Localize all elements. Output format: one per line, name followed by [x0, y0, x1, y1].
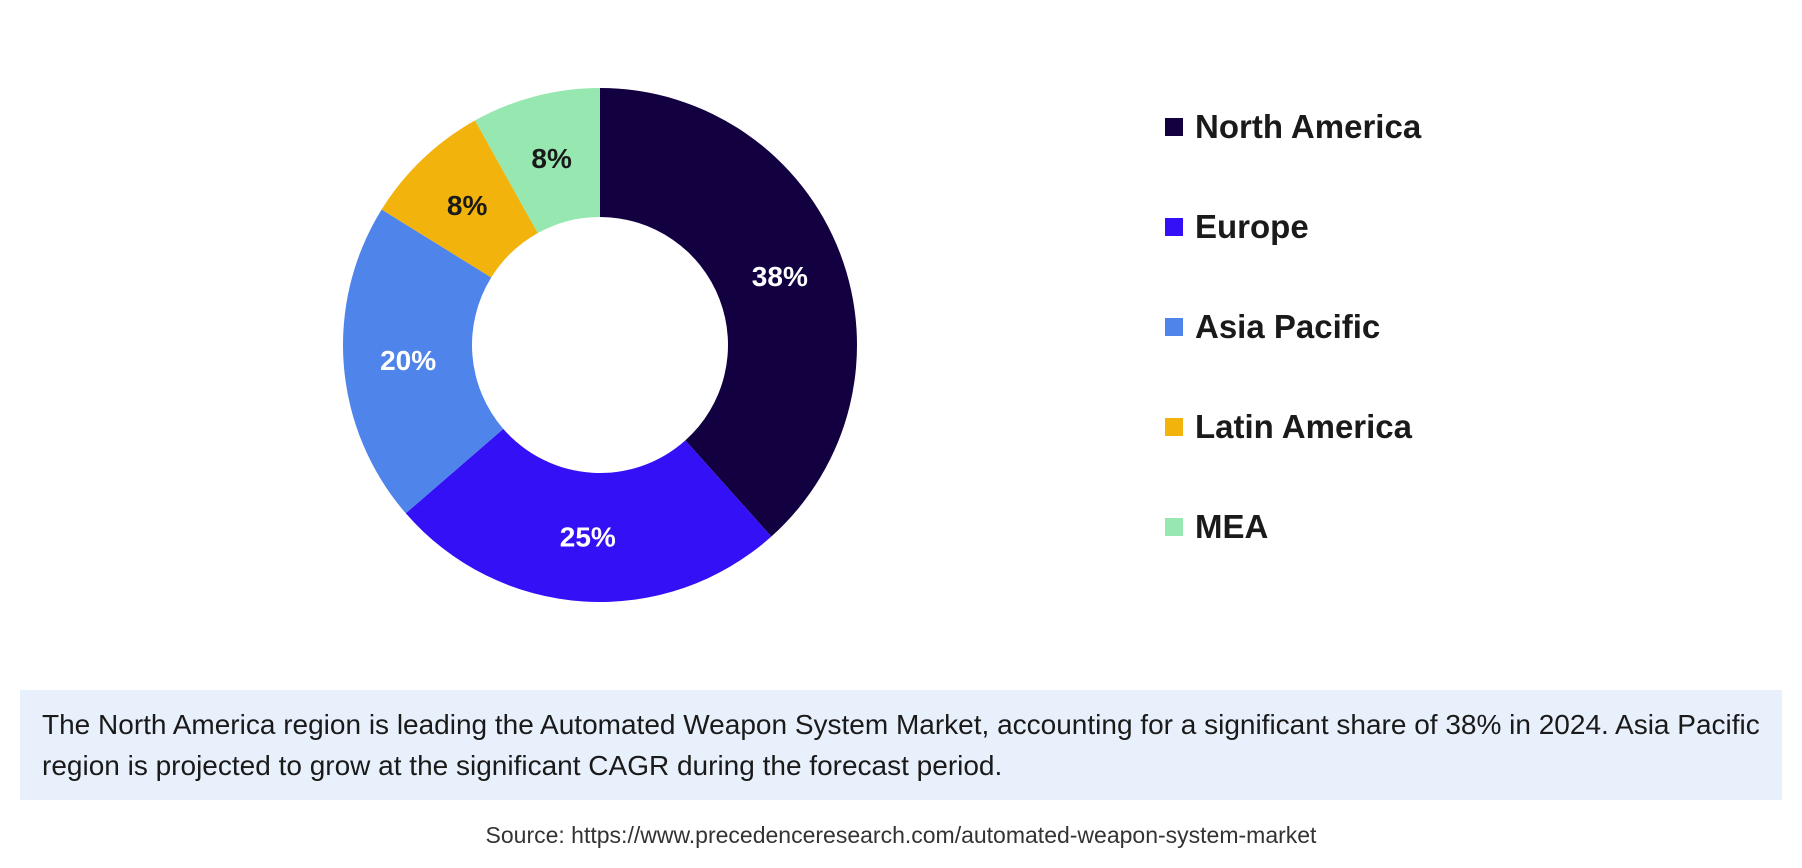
chart-area: 38% 25% 20% 8% 8% North America Europe Asia Pa…: [343, 88, 1421, 602]
chart-legend: North America Europe Asia Pacific Latin Ame…: [1165, 100, 1421, 600]
slice-europe: [405, 428, 772, 602]
slice-label-asia-pacific: 20%: [380, 345, 436, 376]
slice-asia-pacific: [343, 209, 504, 514]
legend-item-europe: Europe: [1165, 200, 1421, 254]
slice-label-europe: 25%: [560, 522, 616, 553]
legend-label: Asia Pacific: [1195, 308, 1381, 345]
legend-item-mea: MEA: [1165, 500, 1421, 554]
legend-swatch: [1165, 418, 1183, 436]
legend-label: Latin America: [1195, 408, 1413, 445]
slice-north-america: [600, 88, 857, 537]
legend-swatch: [1165, 218, 1183, 236]
legend-swatch: [1165, 518, 1183, 536]
legend-label: MEA: [1195, 508, 1269, 545]
legend-label: Europe: [1195, 208, 1309, 245]
source-text: Source: https://www.precedenceresearch.c…: [485, 822, 1317, 848]
legend-swatch: [1165, 118, 1183, 136]
description-text: The North America region is leading the …: [42, 709, 1760, 781]
slice-mea: [475, 88, 600, 234]
description-box: The North America region is leading the …: [20, 690, 1782, 800]
legend-item-asia-pacific: Asia Pacific: [1165, 300, 1421, 354]
legend-item-north-america: North America: [1165, 100, 1421, 154]
legend-label: North America: [1195, 108, 1422, 145]
legend-swatch: [1165, 318, 1183, 336]
slice-label-latin-america: 8%: [447, 190, 488, 221]
legend-item-latin-america: Latin America: [1165, 400, 1421, 454]
slice-label-mea: 8%: [531, 143, 572, 174]
donut-chart: 38% 25% 20% 8% 8%: [343, 88, 857, 602]
slice-label-north-america: 38%: [752, 261, 808, 292]
slice-latin-america: [381, 120, 538, 278]
